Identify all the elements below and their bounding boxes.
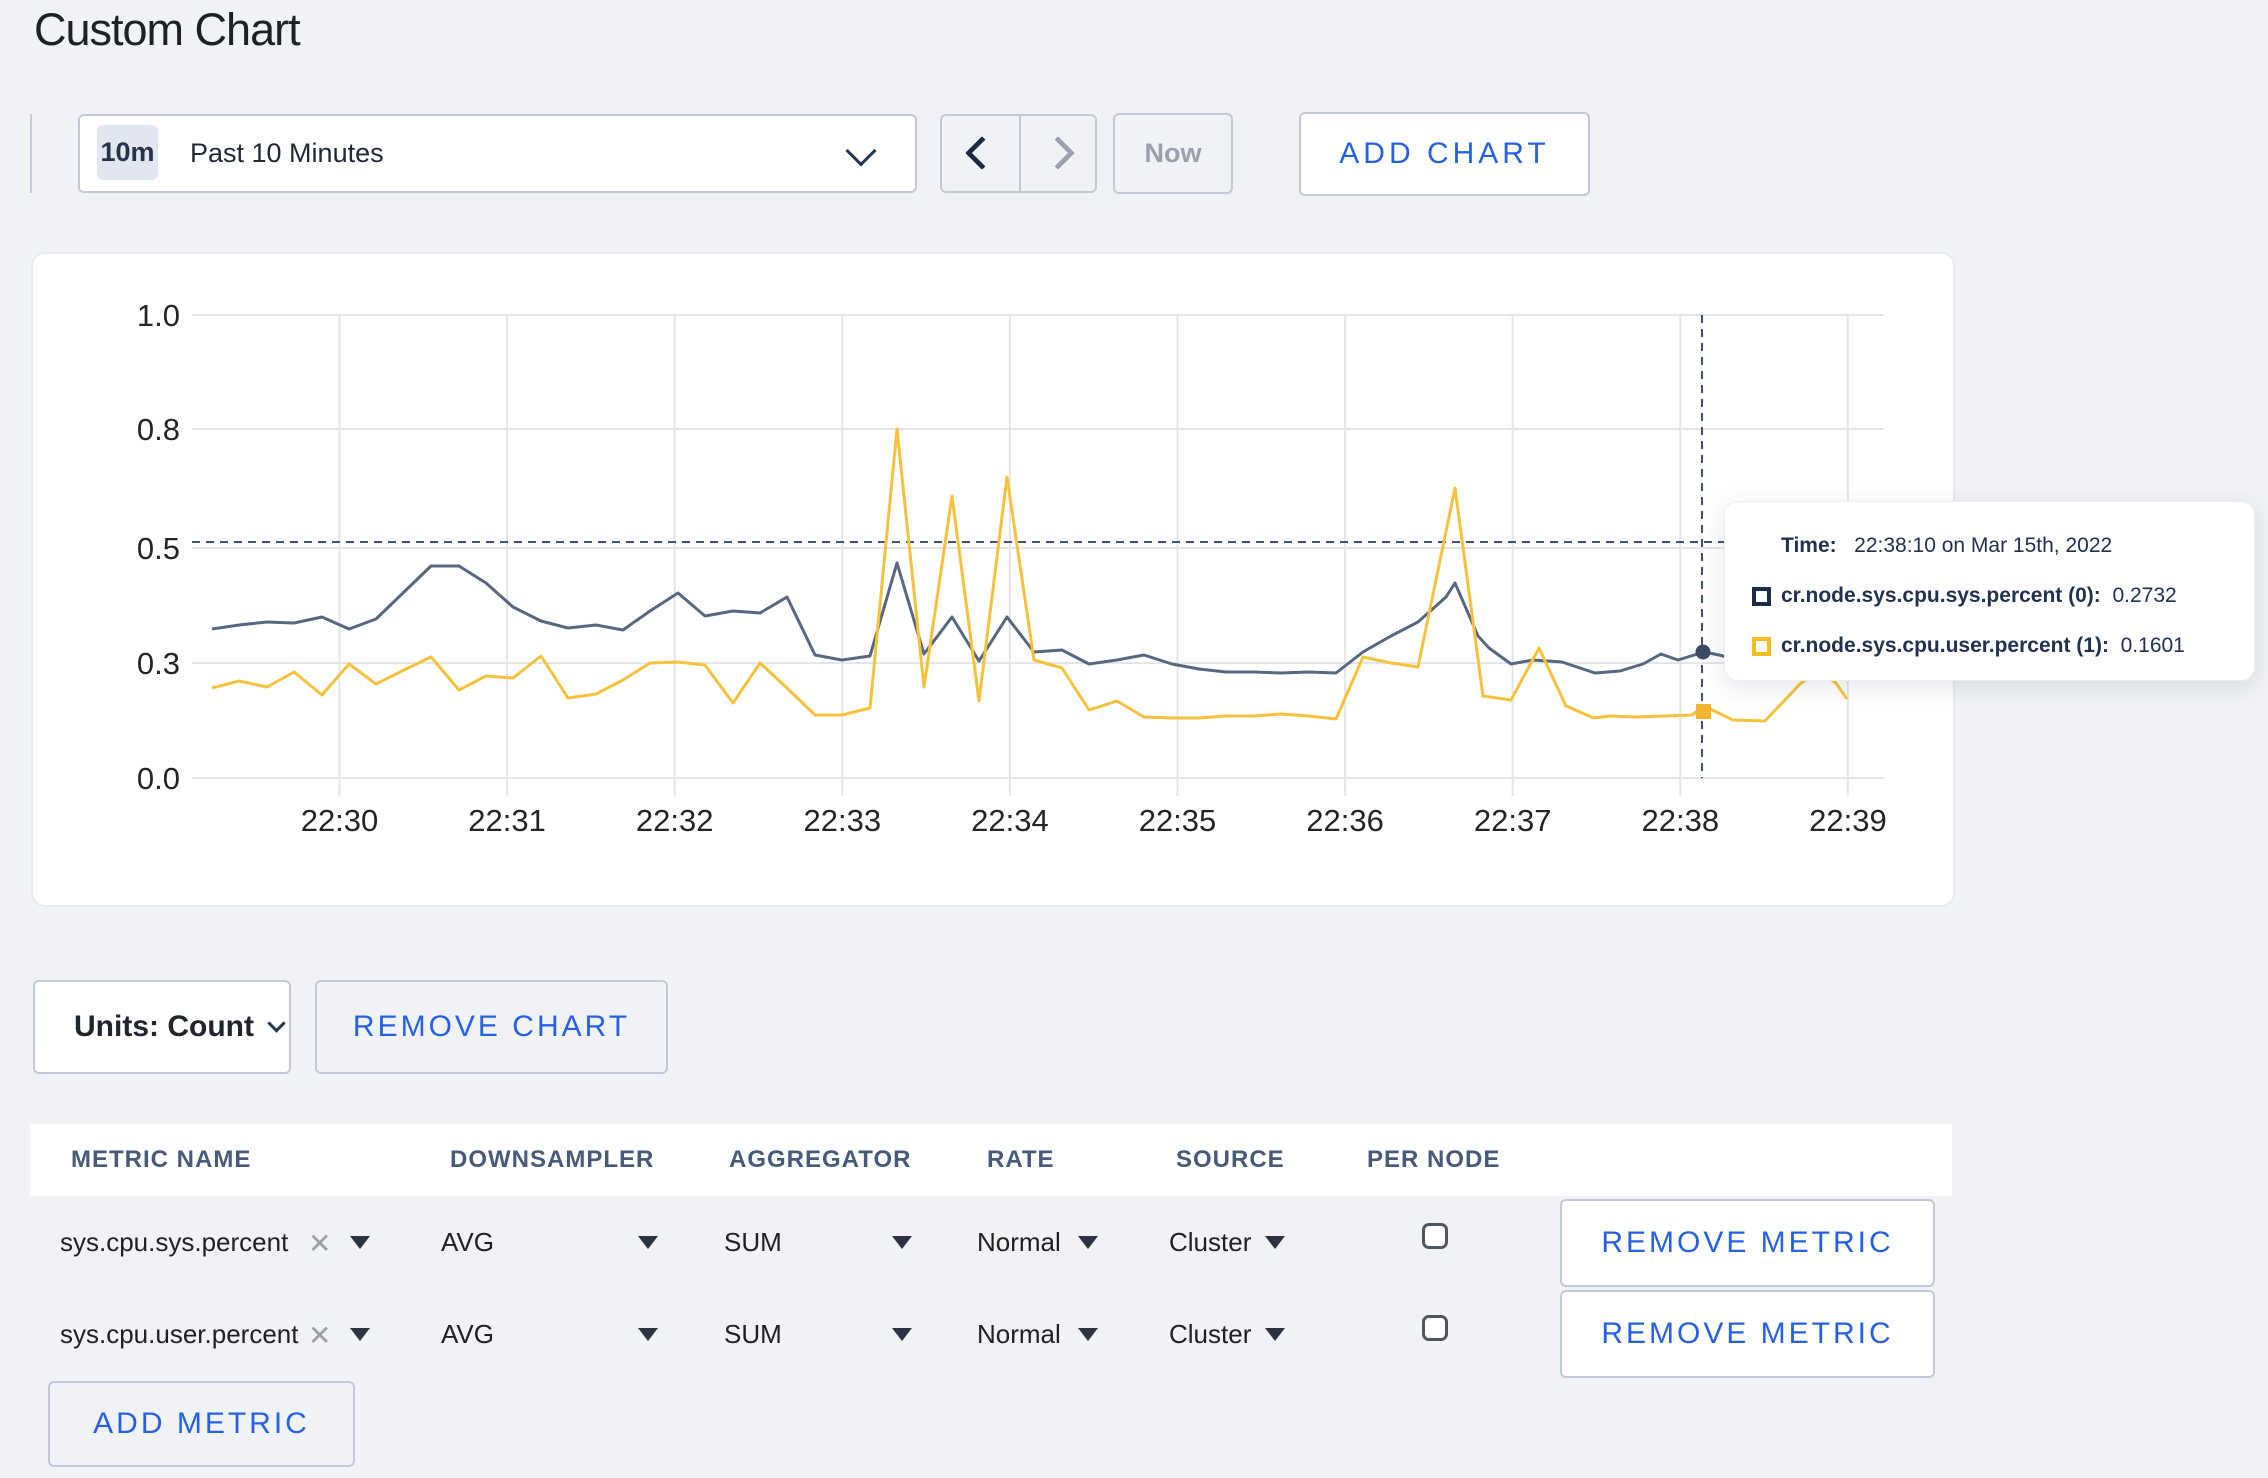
svg-text:1.0: 1.0 [137, 298, 180, 333]
svg-text:22:32: 22:32 [636, 803, 714, 838]
svg-text:22:35: 22:35 [1139, 803, 1217, 838]
svg-text:22:31: 22:31 [468, 803, 546, 838]
svg-text:22:39: 22:39 [1809, 803, 1887, 838]
svg-text:22:36: 22:36 [1306, 803, 1384, 838]
svg-text:22:30: 22:30 [301, 803, 379, 838]
svg-text:0.8: 0.8 [137, 412, 180, 447]
svg-text:22:34: 22:34 [971, 803, 1049, 838]
svg-text:22:38: 22:38 [1642, 803, 1720, 838]
svg-text:0.0: 0.0 [137, 761, 180, 796]
svg-text:22:33: 22:33 [804, 803, 882, 838]
svg-text:0.3: 0.3 [137, 646, 180, 681]
svg-text:22:37: 22:37 [1474, 803, 1552, 838]
svg-text:0.5: 0.5 [137, 531, 180, 566]
